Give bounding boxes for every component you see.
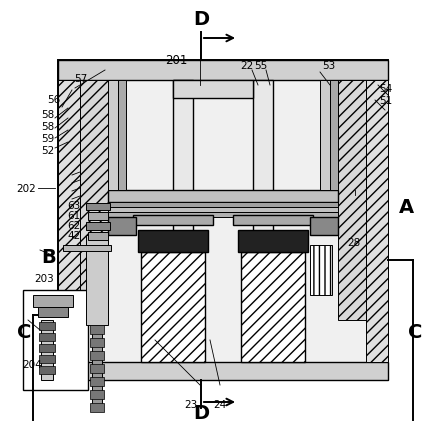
Text: 52: 52 [41,146,54,156]
Bar [90,390,104,399]
Bar [92,325,102,410]
Bar [58,362,388,380]
Bar [23,290,88,390]
Bar [310,217,338,235]
Bar [39,333,55,341]
Text: 24: 24 [213,400,227,410]
Bar [241,252,305,362]
Text: 57: 57 [74,75,87,84]
Bar [39,322,55,330]
Text: 54: 54 [379,84,392,94]
Bar [90,351,104,360]
Text: 51: 51 [379,97,392,106]
Bar [108,212,338,217]
Bar [141,252,205,362]
Bar [39,344,55,352]
Text: 28: 28 [347,239,360,248]
Bar [108,202,338,207]
Bar [108,80,118,190]
Bar [238,230,308,252]
Bar [330,80,338,190]
Bar [173,80,193,320]
Bar [58,60,388,380]
Text: 42: 42 [68,231,81,241]
Text: 56: 56 [47,95,61,105]
Bar [63,245,111,251]
Bar [233,215,313,225]
Text: C: C [17,323,31,343]
Bar [58,60,388,80]
Bar [90,403,104,412]
Text: 201: 201 [166,54,188,67]
Text: 63: 63 [68,202,81,211]
Text: 53: 53 [323,61,336,71]
Bar [90,364,104,373]
Text: 61: 61 [68,211,81,221]
Bar [86,235,108,325]
Bar [90,325,104,334]
Text: 203: 203 [34,274,54,284]
Bar [41,320,53,380]
Bar [253,80,273,320]
Bar [88,212,108,220]
Bar [173,80,253,98]
Text: 58: 58 [41,110,54,120]
Bar [133,215,213,225]
Bar [58,80,80,362]
Bar [310,245,332,295]
Polygon shape [338,80,366,320]
Bar [138,230,208,252]
Text: D: D [193,10,209,30]
Bar [108,207,338,212]
Text: 62: 62 [68,221,81,231]
Text: D: D [193,404,209,423]
Text: A: A [399,198,414,217]
Text: 22: 22 [240,61,253,71]
Text: B: B [41,248,56,268]
Bar [33,295,73,307]
Bar [320,80,330,190]
Bar [86,222,110,230]
Bar [90,377,104,386]
Bar [90,338,104,347]
Text: 59: 59 [41,134,54,144]
Polygon shape [80,80,108,320]
Bar [88,232,108,240]
Text: 55: 55 [254,61,267,71]
Bar [108,217,136,235]
Bar [38,307,68,317]
Bar [366,80,388,362]
Bar [118,80,126,190]
Bar [39,366,55,374]
Bar [39,355,55,363]
Text: C: C [408,323,423,343]
Text: 58: 58 [41,122,54,132]
Bar [108,190,338,202]
Text: 202: 202 [16,184,35,194]
Text: 204: 204 [22,360,42,370]
Text: 23: 23 [184,400,198,410]
Bar [86,203,110,210]
